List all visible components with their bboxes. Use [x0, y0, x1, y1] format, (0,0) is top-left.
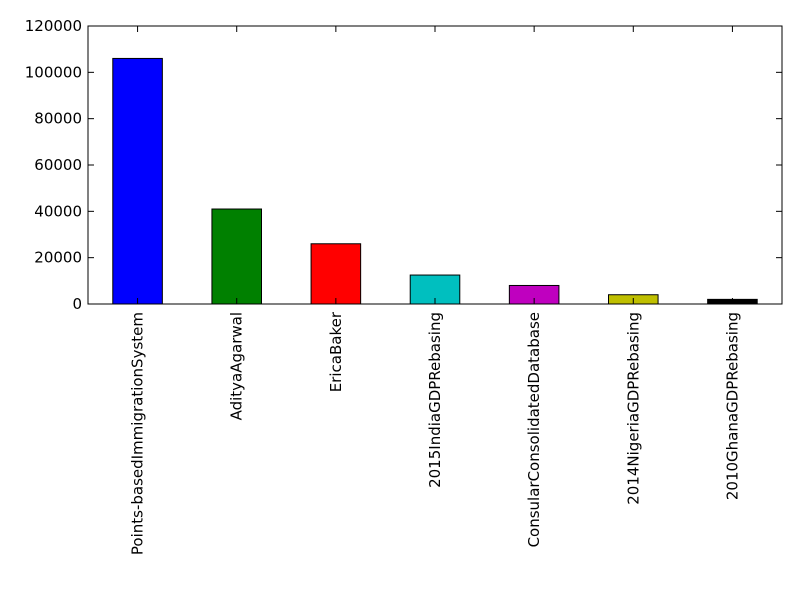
bar-2 — [310, 243, 362, 305]
x-tick-label-6: 2010GhanaGDPRebasing — [723, 312, 741, 500]
x-tick-label-2: EricaBaker — [327, 311, 345, 392]
y-tick-label-5: 100000 — [25, 63, 82, 81]
plot-area-frame — [87, 25, 783, 305]
y-tick-label-4: 80000 — [34, 110, 82, 128]
x-tick-label-4: ConsularConsolidatedDatabase — [525, 312, 543, 547]
x-axis: Points-basedImmigrationSystem AdityaAgarw… — [129, 26, 741, 555]
y-tick-label-0: 0 — [72, 295, 82, 313]
y-tick-label-1: 20000 — [34, 249, 82, 267]
y-tick-label-3: 60000 — [34, 156, 82, 174]
bar-1 — [211, 208, 263, 305]
x-tick-label-1: AdityaAgarwal — [228, 312, 246, 420]
bars — [112, 57, 758, 305]
x-tick-label-5: 2014NigeriaGDPRebasing — [624, 312, 642, 505]
y-tick-label-6: 120000 — [25, 17, 82, 35]
bar-0 — [112, 57, 163, 305]
y-tick-label-2: 40000 — [34, 202, 82, 220]
x-tick-label-3: 2015IndiaGDPRebasing — [426, 312, 444, 488]
y-axis: 0 20000 40000 60000 80000 100000 120000 — [25, 17, 782, 313]
x-tick-label-0: Points-basedImmigrationSystem — [129, 312, 147, 555]
